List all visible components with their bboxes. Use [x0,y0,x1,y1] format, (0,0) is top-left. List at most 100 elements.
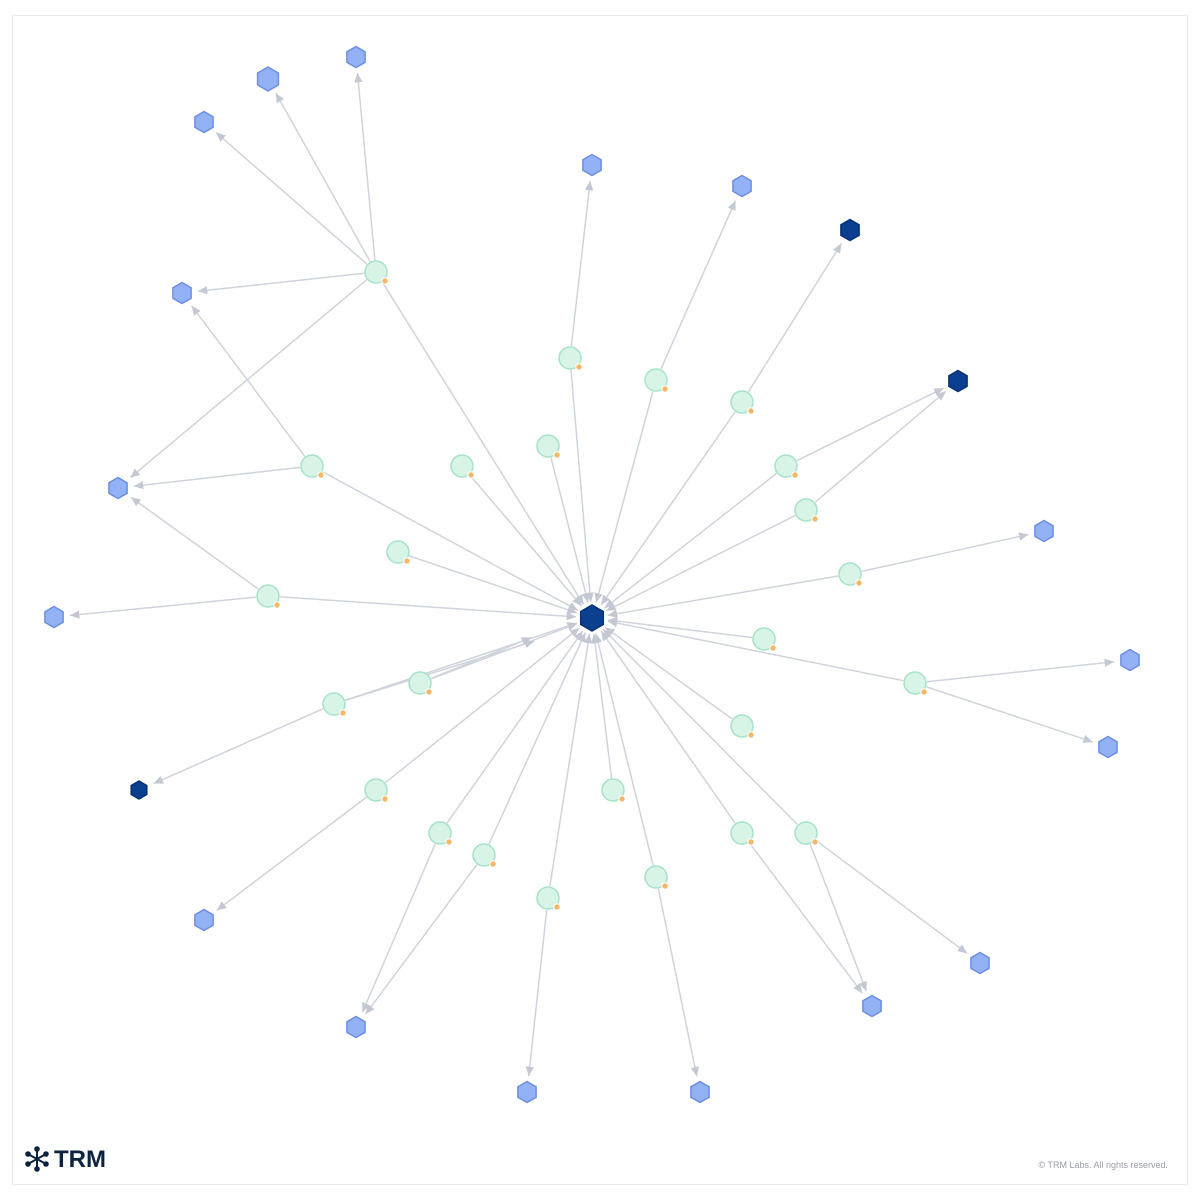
entity-badge [661,882,669,890]
edge [594,633,654,866]
entity-node [428,821,452,845]
edge [605,514,796,612]
entity-badge [747,407,755,415]
edge [488,632,587,845]
edge [594,391,654,603]
edge [748,842,863,994]
edge [322,471,579,612]
entity-badge [467,471,475,479]
address-node [194,908,214,932]
logo-icon [25,1146,49,1172]
entity-node [558,346,582,370]
entity-node [364,260,388,284]
edge [384,627,580,784]
edge [747,243,843,393]
entity-node [536,434,560,458]
entity-badge [769,644,777,652]
address-node [732,174,752,198]
entity-node [386,540,410,564]
edge [129,279,368,479]
edge [275,92,371,262]
edge [469,474,583,607]
entity-badge [403,557,411,565]
entity-node [256,584,280,608]
edge [590,633,613,779]
edge [345,622,578,701]
edge [279,596,577,621]
edge [814,390,947,503]
frame [12,15,1188,1185]
edge [191,305,306,457]
edge [133,466,301,490]
entity-badge [339,709,347,717]
edge [570,180,594,347]
entity-badge [661,385,669,393]
edge [607,616,753,639]
entity-node [730,714,754,738]
entity-badge [425,688,433,696]
edge [570,369,595,603]
edge [549,633,593,887]
entity-node [450,454,474,478]
edge [197,272,365,295]
entity-node [322,692,346,716]
edge [381,281,585,605]
address-node [582,153,602,177]
address-node-dark [840,218,860,242]
edge [354,72,376,261]
edge [215,131,368,265]
address-node [346,45,366,69]
address-node [194,110,214,134]
address-node [1098,735,1118,759]
edge [216,796,367,911]
entity-node [536,886,560,910]
edges [69,72,1115,1077]
entity-node [730,821,754,845]
edge [446,630,584,824]
edge [364,864,478,1015]
entity-badge [553,451,561,459]
address-node-dark [948,369,968,393]
address-node [108,476,128,500]
entity-badge [920,688,928,696]
edge [861,532,1029,573]
address-node [1034,519,1054,543]
edge [660,200,737,370]
address-node-dark [130,780,148,800]
edge [361,843,436,1013]
edge [69,596,257,619]
entity-node [644,865,668,889]
edge [604,472,778,609]
edge [809,843,867,992]
address-node [517,1080,537,1104]
address-node [44,605,64,629]
edge [525,909,548,1077]
edge [153,708,324,785]
entity-badge [811,515,819,523]
entity-badge [553,903,561,911]
edge [815,839,968,955]
edge [607,575,839,618]
copyright: © TRM Labs. All rights reserved. [1038,1160,1168,1170]
entity-node [794,498,818,522]
entity-badge [747,838,755,846]
edge [600,630,736,824]
logo-text: TRM [54,1146,106,1173]
entity-node [644,368,668,392]
entity-badge [811,838,819,846]
entity-badge [855,579,863,587]
edge [604,626,733,720]
entity-badge [618,795,626,803]
entity-badge [791,471,799,479]
edge [550,457,590,603]
address-node [172,281,192,305]
entity-badge [445,838,453,846]
address-node [1120,648,1140,672]
address-node [862,994,882,1018]
edge [796,387,944,462]
entity-node [364,778,388,802]
edge [130,496,259,590]
edge [657,888,700,1077]
edge [602,628,799,826]
